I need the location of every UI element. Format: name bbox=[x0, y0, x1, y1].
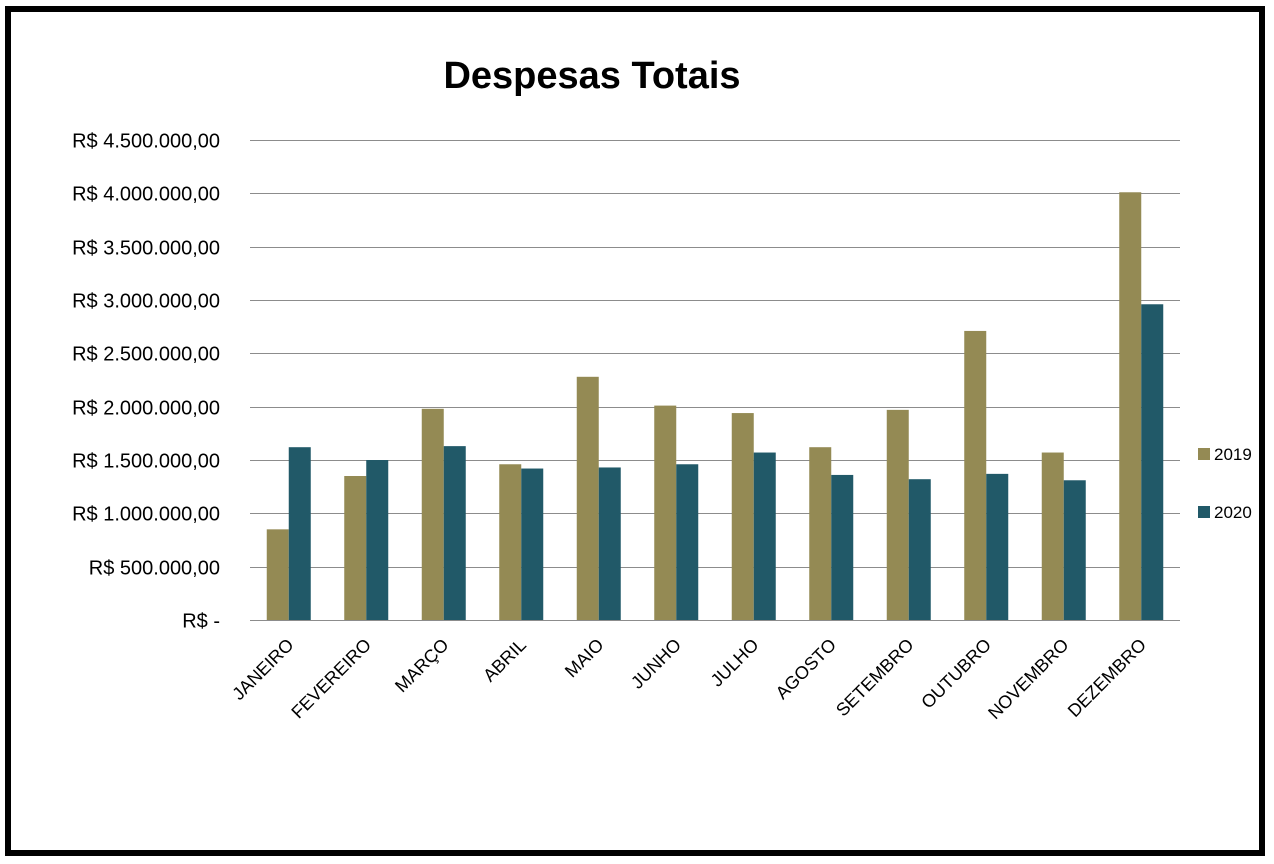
bar-2019-maio bbox=[576, 376, 599, 620]
y-tick-label: R$ 1.000.000,00 bbox=[72, 504, 220, 526]
bar-2020-julho bbox=[753, 452, 776, 620]
gridlines bbox=[250, 140, 1180, 621]
x-tick-label: JULHO bbox=[707, 635, 763, 691]
bar-2019-janeiro bbox=[266, 529, 289, 620]
bar-2020-setembro bbox=[908, 479, 931, 620]
y-axis-tick-labels: R$ - R$ 500.000,00 R$ 1.000.000,00 R$ 1.500… bbox=[72, 131, 220, 633]
x-tick-label: JANEIRO bbox=[228, 635, 297, 704]
x-tick-label: OUTUBRO bbox=[917, 635, 995, 713]
x-tick-label: ABRIL bbox=[479, 635, 530, 686]
bar-2020-junho bbox=[676, 464, 699, 620]
bar-2019-abril bbox=[499, 464, 522, 620]
bar-2019-julho bbox=[731, 413, 754, 620]
x-tick-label: MAIO bbox=[561, 635, 608, 682]
y-tick-label: R$ 4.000.000,00 bbox=[72, 184, 220, 206]
bar-2019-junho bbox=[654, 405, 677, 620]
y-tick-label: R$ 1.500.000,00 bbox=[72, 451, 220, 473]
chart-title: Despesas Totais bbox=[443, 55, 740, 97]
y-tick-label: R$ 2.500.000,00 bbox=[72, 344, 220, 366]
bar-2019-outubro bbox=[964, 330, 987, 620]
bar-2020-dezembro bbox=[1141, 304, 1164, 620]
bar-2020-abril bbox=[521, 468, 544, 620]
x-tick-label: DEZEMBRO bbox=[1064, 635, 1150, 721]
y-tick-label: R$ 3.500.000,00 bbox=[72, 238, 220, 260]
x-tick-label: MARÇO bbox=[391, 635, 453, 697]
y-tick-label: R$ 4.500.000,00 bbox=[72, 131, 220, 153]
bar-2020-maio bbox=[598, 467, 621, 620]
bar-2020-janeiro bbox=[288, 447, 311, 620]
bar-2020-março bbox=[443, 446, 466, 620]
y-tick-label: R$ 3.000.000,00 bbox=[72, 291, 220, 313]
bars bbox=[266, 192, 1164, 620]
legend-swatch-2020 bbox=[1198, 506, 1210, 518]
bar-2020-fevereiro bbox=[366, 460, 389, 620]
bar-2019-março bbox=[421, 408, 444, 620]
bar-2019-novembro bbox=[1041, 452, 1064, 620]
x-tick-label: FEVEREIRO bbox=[287, 635, 375, 723]
legend-swatch-2019 bbox=[1198, 448, 1210, 460]
bar-2019-dezembro bbox=[1119, 192, 1142, 620]
legend-label-2019: 2019 bbox=[1214, 445, 1252, 464]
y-tick-label: R$ 500.000,00 bbox=[89, 558, 220, 580]
bar-2019-fevereiro bbox=[344, 476, 367, 620]
bar-2020-novembro bbox=[1063, 480, 1086, 620]
x-tick-label: SETEMBRO bbox=[832, 635, 918, 721]
chart-frame bbox=[5, 6, 1265, 856]
x-tick-label: JUNHO bbox=[627, 635, 685, 693]
bar-2020-agosto bbox=[831, 474, 854, 620]
x-tick-label: AGOSTO bbox=[772, 635, 840, 703]
legend-label-2020: 2020 bbox=[1214, 503, 1252, 522]
x-tick-label: NOVEMBRO bbox=[984, 635, 1072, 723]
bar-2019-agosto bbox=[809, 447, 832, 620]
bar-2020-outubro bbox=[986, 473, 1009, 620]
y-tick-label: R$ - bbox=[182, 611, 220, 633]
y-tick-label: R$ 2.000.000,00 bbox=[72, 398, 220, 420]
bar-2019-setembro bbox=[886, 409, 909, 620]
legend: 2019 2020 bbox=[1198, 445, 1252, 522]
